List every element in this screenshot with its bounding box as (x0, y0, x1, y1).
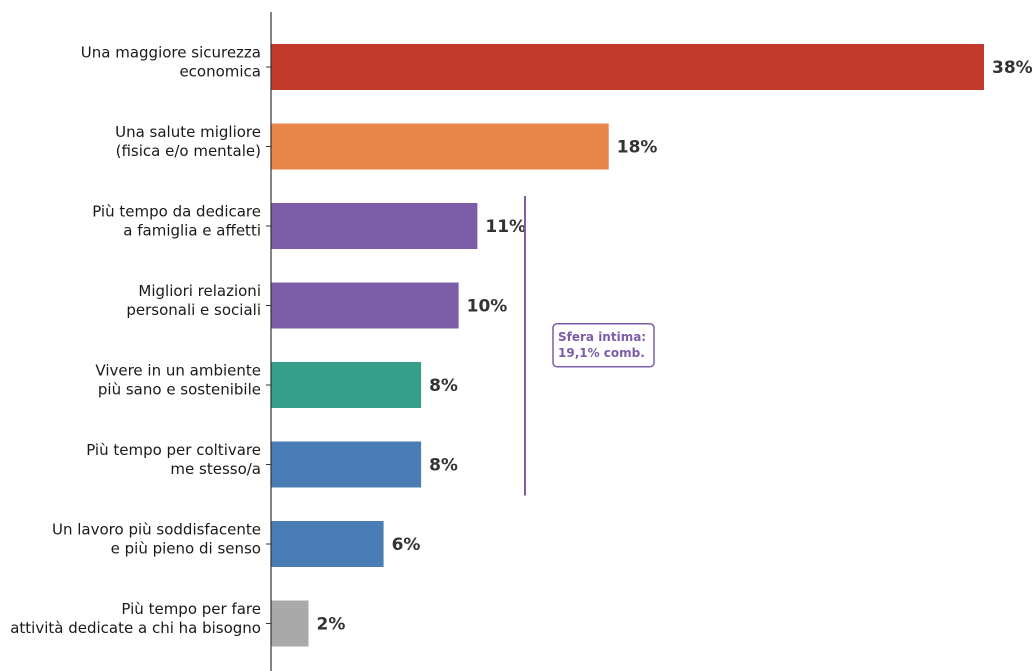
bar (271, 362, 422, 408)
category-label: Più tempo per fare (121, 600, 261, 618)
category-label: Una salute migliore (115, 123, 261, 141)
category-label: economica (179, 63, 261, 81)
category-label: me stesso/a (170, 460, 261, 478)
value-label: 18% (617, 138, 658, 158)
bar (271, 600, 309, 647)
category-label: e più pieno di senso (111, 540, 261, 558)
category-label: Vivere in un ambiente (95, 362, 261, 380)
value-label: 6% (392, 535, 421, 555)
value-label: 10% (467, 297, 508, 317)
category-label: Più tempo per coltivare (86, 441, 261, 459)
annotation-box (552, 323, 655, 368)
value-label: 8% (429, 376, 458, 396)
bar (271, 441, 422, 488)
bar (271, 123, 609, 170)
category-label: Una maggiore sicurezza (81, 44, 261, 62)
annotation-text: 19,1% comb. (558, 346, 645, 360)
category-label: Migliori relazioni (138, 282, 261, 300)
category-label: (fisica e/o mentale) (116, 142, 261, 160)
category-label: Più tempo da dedicare (92, 203, 261, 221)
category-label: personali e sociali (126, 301, 261, 319)
bar (271, 44, 984, 90)
value-label: 8% (429, 456, 458, 476)
value-label: 11% (485, 217, 526, 237)
value-label: 2% (317, 615, 346, 635)
value-label: 38% (992, 58, 1032, 78)
category-label: a famiglia e affetti (123, 222, 261, 240)
category-label: più sano e sostenibile (98, 381, 261, 399)
bar (271, 203, 478, 249)
category-label: Un lavoro più soddisfacente (52, 521, 261, 539)
category-label: attività dedicate a chi ha bisogno (10, 619, 261, 637)
bar (271, 521, 384, 567)
annotation-text: Sfera intima: (558, 330, 646, 344)
bar (271, 282, 459, 329)
